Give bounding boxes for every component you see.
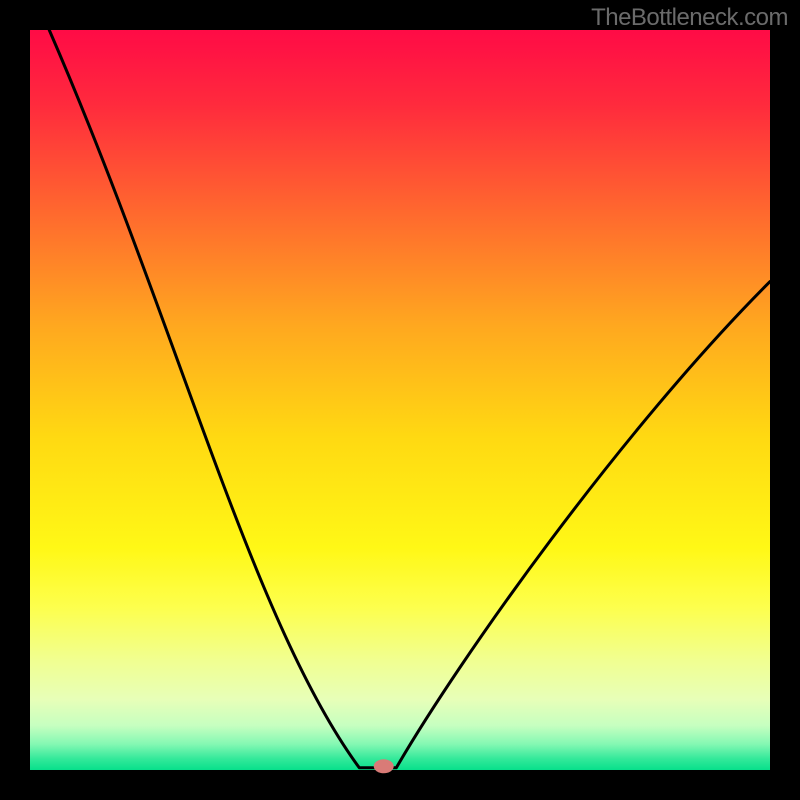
- watermark-text: TheBottleneck.com: [591, 4, 788, 32]
- optimal-marker: [374, 759, 394, 773]
- chart-container: TheBottleneck.com: [0, 0, 800, 800]
- plot-area: [30, 30, 770, 770]
- chart-svg: [0, 0, 800, 800]
